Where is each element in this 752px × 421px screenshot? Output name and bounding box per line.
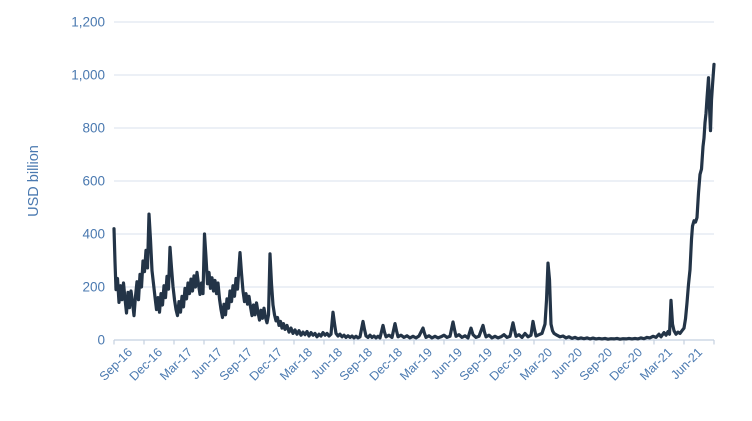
data-series-line — [112, 62, 716, 341]
x-tick-label: Dec-20 — [607, 345, 645, 383]
x-tick-label: Dec-18 — [367, 345, 405, 383]
y-tick-label: 1,200 — [71, 15, 105, 30]
y-tick-label: 0 — [97, 333, 105, 348]
y-tick-label: 800 — [82, 121, 105, 136]
y-tick-label: 400 — [82, 227, 105, 242]
x-tick-label: Jun-21 — [668, 345, 705, 382]
x-tick-label: Sep-16 — [97, 345, 135, 383]
x-tick-label: Mar-20 — [517, 345, 555, 383]
axes-group — [113, 339, 715, 345]
x-tick-label: Dec-16 — [127, 345, 165, 383]
x-tick-label: Mar-19 — [397, 345, 435, 383]
data-series-group — [112, 62, 716, 341]
x-tick-label: Dec-17 — [247, 345, 285, 383]
y-tick-label: 200 — [82, 280, 105, 295]
x-tick-label: Sep-17 — [217, 345, 255, 383]
x-tick-label: Sep-18 — [337, 345, 375, 383]
tick-labels-group: 02004006008001,0001,200Sep-16Dec-16Mar-1… — [71, 15, 705, 384]
x-tick-label: Sep-20 — [577, 345, 615, 383]
x-tick-label: Sep-19 — [457, 345, 495, 383]
y-tick-label: 1,000 — [71, 68, 105, 83]
y-tick-label: 600 — [82, 174, 105, 189]
x-tick-label: Mar-18 — [277, 345, 315, 383]
x-tick-label: Dec-19 — [487, 345, 525, 383]
y-axis-title: USD billion — [26, 145, 42, 217]
x-tick-label: Mar-17 — [157, 345, 195, 383]
gridlines-group — [114, 21, 714, 288]
x-tick-label: Mar-21 — [637, 345, 675, 383]
